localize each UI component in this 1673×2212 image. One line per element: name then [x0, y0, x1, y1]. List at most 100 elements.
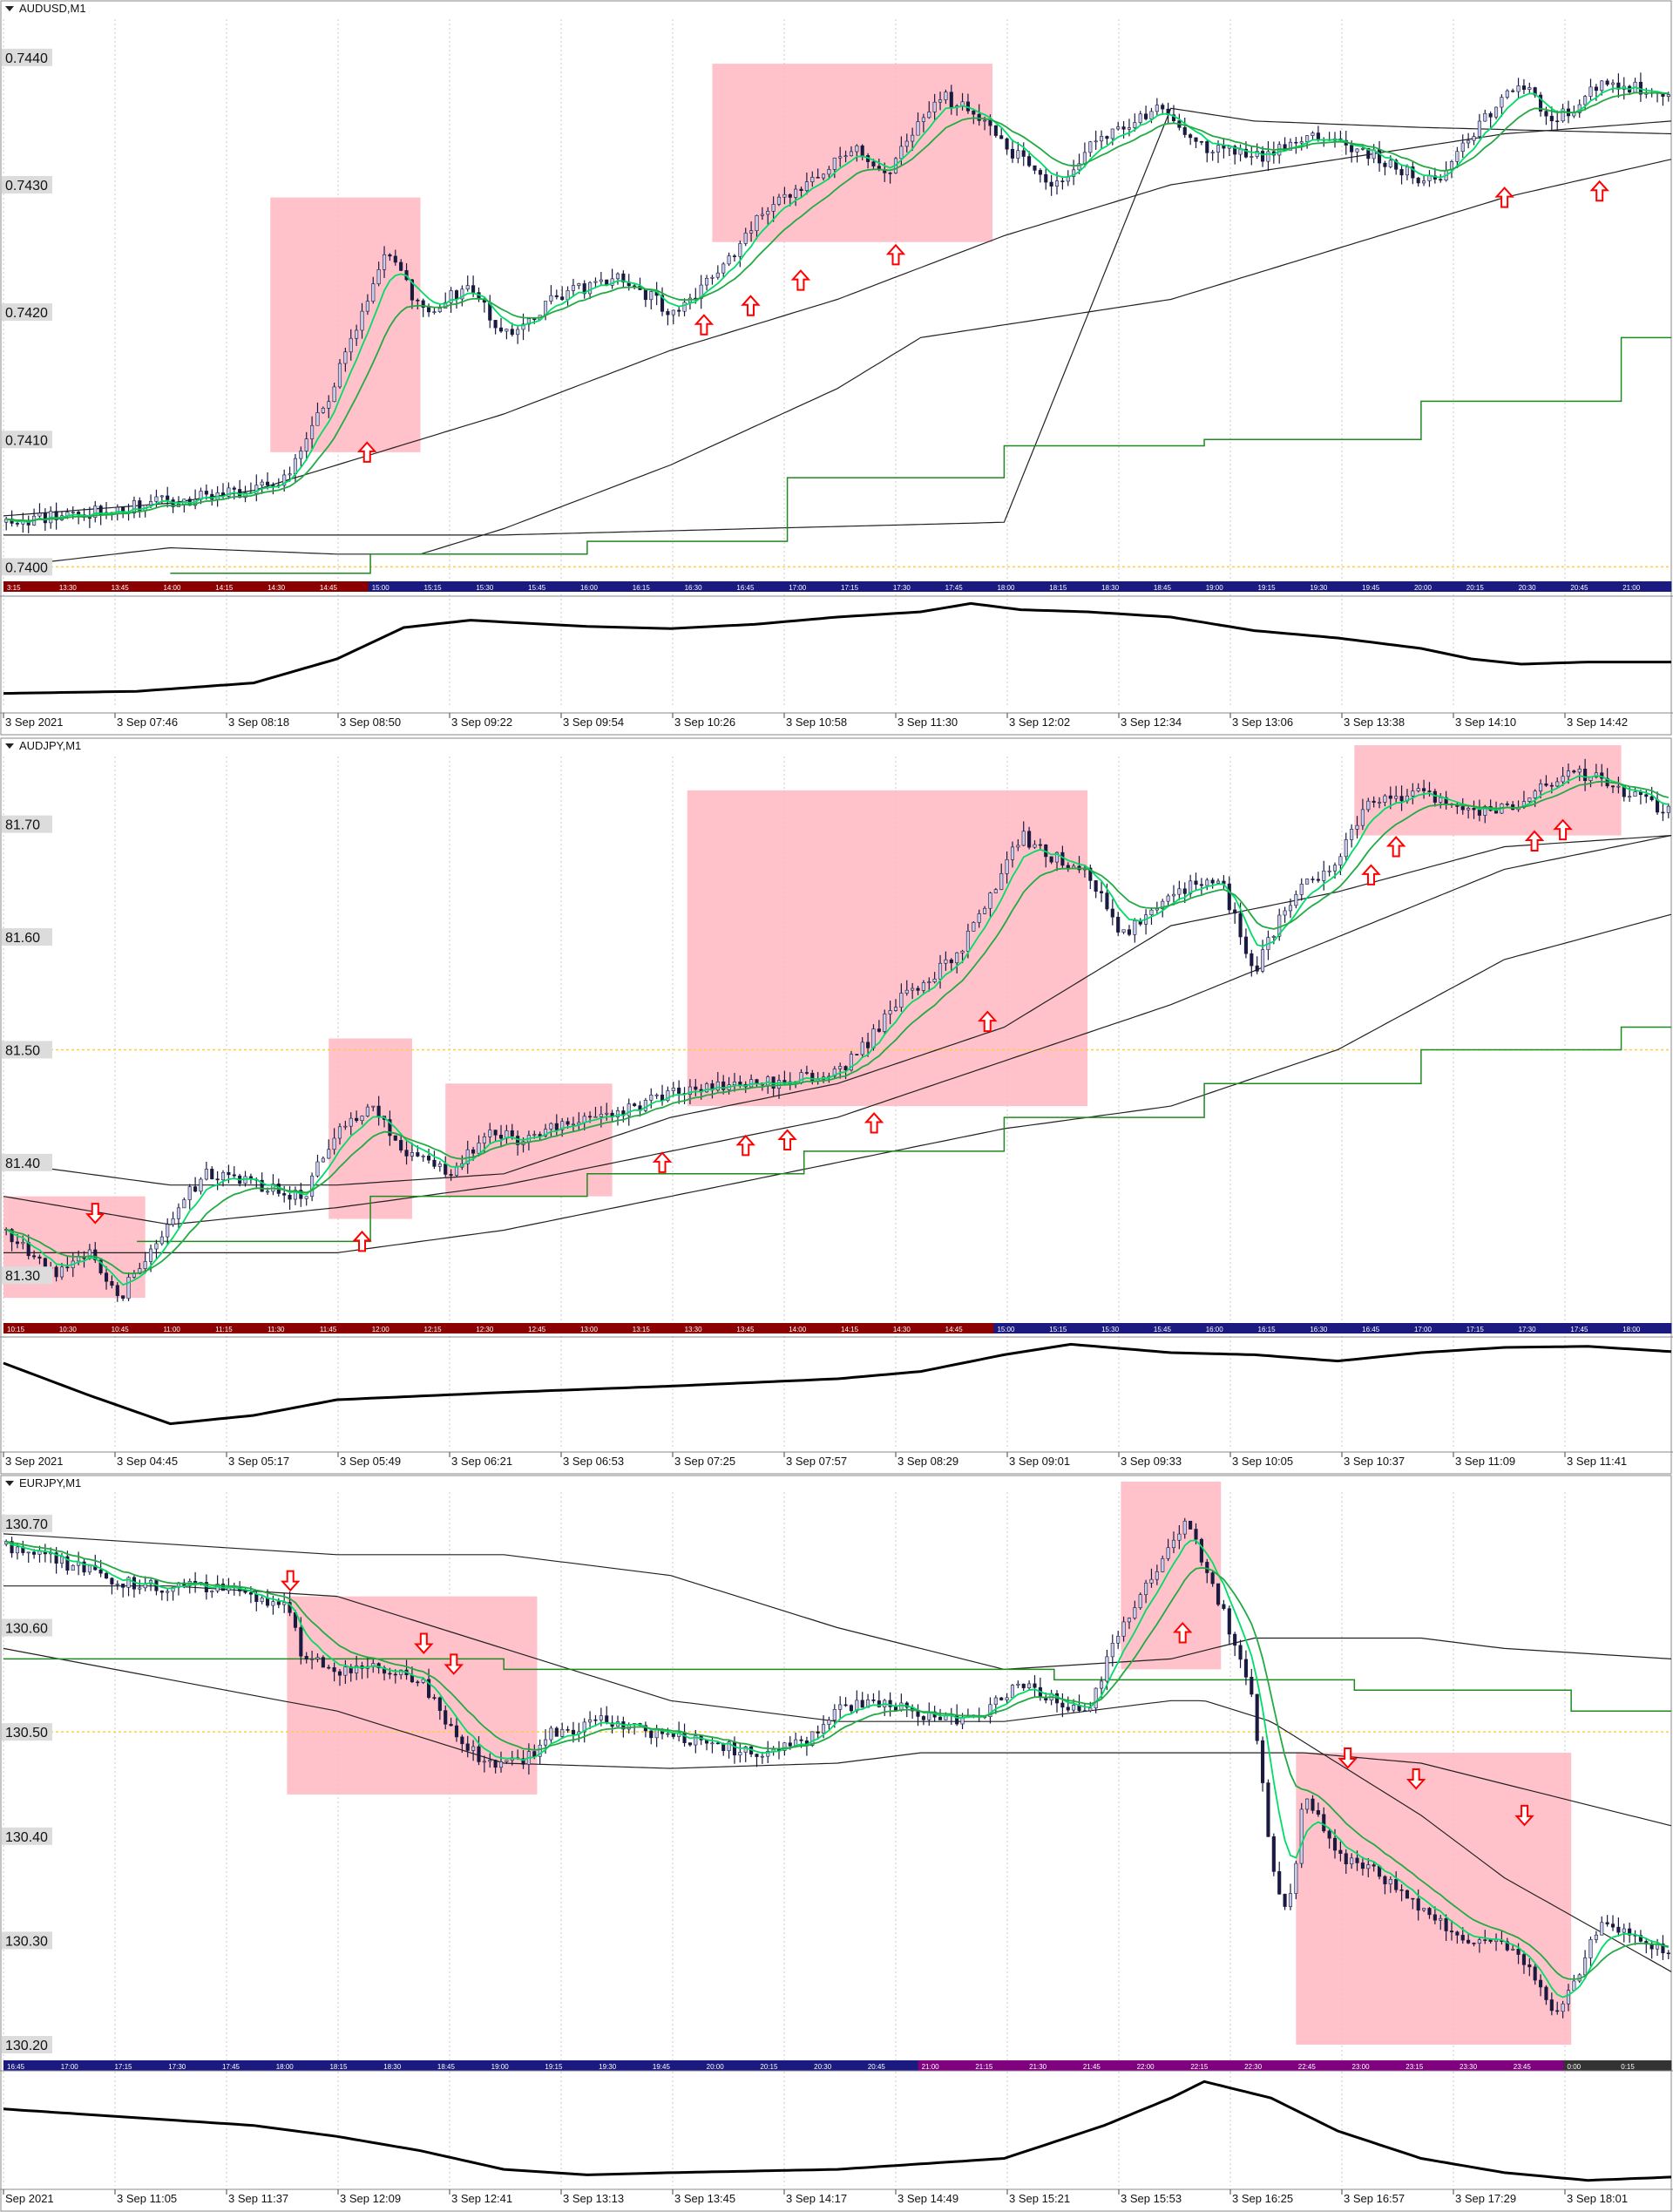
candle-body	[416, 299, 420, 302]
candle-body	[1238, 148, 1243, 155]
time-label: 3 Sep 07:46	[117, 716, 178, 729]
candle-body	[560, 1121, 565, 1130]
session-label: 16:00	[580, 584, 599, 592]
session-label: 14:30	[268, 584, 286, 592]
candle-body	[1422, 180, 1426, 184]
candle-body	[1566, 1990, 1571, 2005]
candle-body	[1077, 163, 1081, 171]
session-label: 14:00	[163, 584, 181, 592]
candle-body	[593, 1116, 598, 1118]
session-block	[326, 2060, 381, 2071]
session-label: 23:45	[1514, 2063, 1532, 2071]
time-label: 3 Sep 13:38	[1344, 716, 1405, 729]
candle-body	[860, 146, 864, 156]
candle-body	[59, 1266, 64, 1278]
session-block	[315, 581, 369, 592]
session-label: 18:45	[1154, 584, 1172, 592]
session-label: 20:15	[1466, 584, 1485, 592]
candle-body	[827, 1720, 831, 1725]
candle-body	[1460, 806, 1465, 811]
candle-body	[471, 1746, 476, 1751]
candle-body	[1383, 795, 1387, 803]
signal-zone	[1121, 1482, 1222, 1670]
session-label: 16:15	[633, 584, 651, 592]
candle-body	[1305, 1798, 1310, 1810]
ma-mid-line	[6, 92, 1669, 522]
candle-body	[532, 1751, 537, 1757]
candle-body	[1344, 1853, 1348, 1865]
buy-arrow-icon	[1385, 836, 1406, 858]
candle-body	[1332, 1837, 1338, 1851]
candle-body	[516, 1136, 520, 1145]
session-block	[212, 1323, 265, 1333]
candle-body	[1255, 965, 1259, 972]
candle-body	[860, 1042, 864, 1055]
candle-body	[1189, 1520, 1193, 1530]
session-block	[1098, 1323, 1151, 1333]
candle-body	[1177, 1533, 1182, 1541]
candle-body	[432, 1159, 437, 1167]
candle-body	[621, 273, 626, 282]
session-block	[525, 581, 578, 592]
candle-body	[916, 121, 920, 136]
candle-body	[1127, 929, 1132, 935]
candle-body	[1222, 1604, 1226, 1609]
price-label-bg	[2, 1827, 52, 1845]
candle-body	[482, 1761, 486, 1763]
candle-body	[799, 188, 803, 192]
candle-body	[538, 1134, 542, 1137]
candle-body	[1005, 138, 1009, 150]
session-label: 20:45	[868, 2063, 886, 2071]
candle-body	[849, 1054, 854, 1071]
session-label: 17:00	[1414, 1326, 1433, 1333]
session-label: 19:30	[599, 2063, 617, 2071]
candle-body	[649, 291, 654, 301]
candle-body	[1666, 1952, 1670, 1955]
candle-body	[1105, 892, 1109, 910]
candle-body	[955, 1714, 959, 1725]
signal-zone	[270, 197, 421, 452]
session-block	[368, 581, 421, 592]
time-label: 3 Sep 06:21	[451, 1455, 512, 1468]
candle-body	[1572, 1980, 1576, 1991]
candle-body	[838, 1704, 843, 1710]
candle-body	[159, 495, 164, 498]
collapse-triangle-icon[interactable]	[5, 743, 14, 749]
candle-body	[26, 1551, 30, 1554]
session-label: 17:45	[1570, 1326, 1588, 1333]
buy-arrow-icon	[978, 1010, 998, 1033]
candle-body	[276, 1601, 281, 1605]
session-label: 10:45	[112, 1326, 130, 1333]
session-block	[1514, 581, 1568, 592]
candle-body	[98, 1259, 103, 1273]
session-block	[420, 1323, 473, 1333]
time-label: 3 Sep 06:53	[563, 1455, 624, 1468]
candle-body	[921, 1716, 925, 1720]
candle-body	[498, 1135, 504, 1139]
time-label: 3 Sep 16:25	[1232, 2192, 1293, 2205]
candle-body	[1005, 1697, 1009, 1700]
candle-body	[449, 1174, 453, 1176]
candle-body	[643, 1100, 647, 1111]
candle-body	[1583, 1958, 1588, 1976]
collapse-triangle-icon[interactable]	[5, 6, 14, 11]
candle-body	[1027, 831, 1032, 848]
candle-body	[893, 1007, 898, 1011]
candle-body	[993, 1697, 998, 1706]
candle-body	[154, 1243, 159, 1250]
candle-body	[571, 1729, 576, 1735]
candle-body	[1216, 1583, 1221, 1605]
session-label: 13:30	[59, 584, 78, 592]
candle-body	[1005, 858, 1009, 874]
buy-arrow-icon	[1524, 830, 1545, 852]
candle-body	[104, 1572, 109, 1579]
session-label: 18:15	[1049, 584, 1067, 592]
sell-arrow-icon	[444, 1653, 464, 1675]
price-label: 130.20	[5, 2039, 48, 2053]
candle-body	[794, 188, 798, 198]
candle-body	[1344, 839, 1348, 858]
time-label: 3 Sep 04:45	[117, 1455, 178, 1468]
candle-body	[1661, 1944, 1665, 1954]
collapse-triangle-icon[interactable]	[5, 1481, 14, 1486]
candle-body	[1477, 809, 1481, 816]
